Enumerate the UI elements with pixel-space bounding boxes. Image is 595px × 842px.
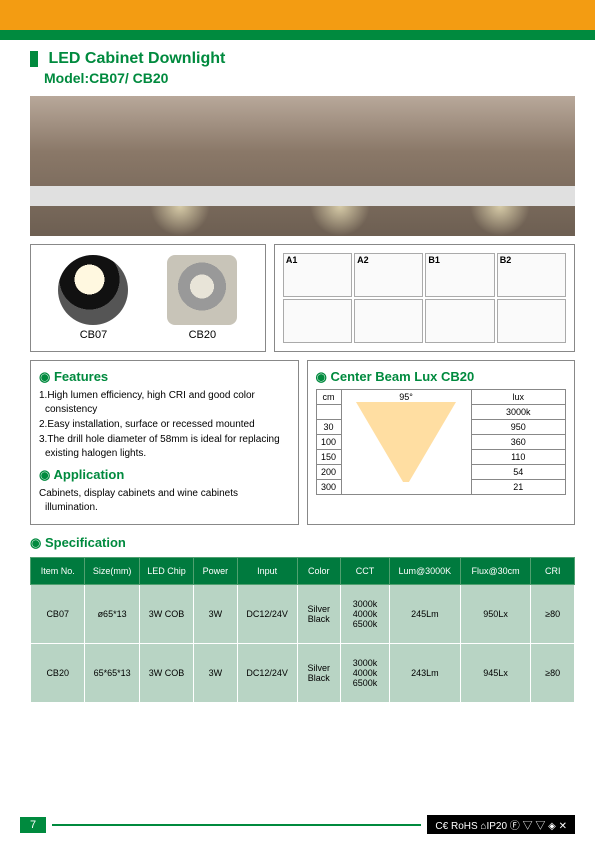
model-label: Model:CB07/ CB20 bbox=[44, 70, 575, 86]
product-cb07: CB07 bbox=[58, 255, 128, 341]
orange-top-bar bbox=[0, 0, 595, 30]
product-cb20: CB20 bbox=[167, 255, 237, 341]
table-row: CB07ø65*133W COB3WDC12/24VSilver Black30… bbox=[31, 585, 575, 644]
product-label: CB07 bbox=[58, 329, 128, 341]
green-bar bbox=[0, 30, 595, 40]
page-number: 7 bbox=[20, 817, 46, 833]
spec-title: Specification bbox=[30, 535, 575, 551]
title-marker bbox=[30, 51, 38, 67]
install-label: A1 bbox=[286, 255, 298, 265]
footer: 7 C€ RoHS ⌂IP20 Ⓕ ▽ ▽ ◈ ✕ bbox=[0, 815, 595, 834]
product-panel: CB07 CB20 bbox=[30, 244, 266, 352]
beam-angle: 95° bbox=[399, 392, 413, 402]
lux-title: Center Beam Lux CB20 bbox=[316, 369, 567, 385]
certifications: C€ RoHS ⌂IP20 Ⓕ ▽ ▽ ◈ ✕ bbox=[427, 815, 575, 834]
lux-panel: Center Beam Lux CB20 cm 95° lux 3000k 30… bbox=[307, 360, 576, 525]
product-label: CB20 bbox=[167, 329, 237, 341]
installation-panel: A1 A2 B1 B2 bbox=[274, 244, 575, 352]
application-title: Application bbox=[39, 467, 290, 483]
install-label: A2 bbox=[357, 255, 369, 265]
lux-cct: 3000k bbox=[471, 405, 566, 420]
hero-image bbox=[30, 96, 575, 236]
features-panel: Features 1.High lumen efficiency, high C… bbox=[30, 360, 299, 525]
feature-item: 1.High lumen efficiency, high CRI and go… bbox=[39, 389, 290, 417]
lux-header: lux bbox=[471, 390, 566, 405]
table-row: CB2065*65*133W COB3WDC12/24VSilver Black… bbox=[31, 644, 575, 703]
application-text: Cabinets, display cabinets and wine cabi… bbox=[39, 487, 290, 515]
lux-table: cm 95° lux 3000k 30950 100360 150110 200… bbox=[316, 389, 567, 495]
feature-item: 3.The drill hole diameter of 58mm is ide… bbox=[39, 433, 290, 461]
install-label: B1 bbox=[428, 255, 440, 265]
spec-table: Item No. Size(mm) LED Chip Power Input C… bbox=[30, 557, 575, 703]
features-title: Features bbox=[39, 369, 290, 385]
page-title: LED Cabinet Downlight bbox=[48, 50, 225, 67]
beam-cone-icon bbox=[356, 402, 456, 482]
title-block: LED Cabinet Downlight Model:CB07/ CB20 bbox=[30, 50, 575, 86]
product-image-cb20 bbox=[167, 255, 237, 325]
product-image-cb07 bbox=[58, 255, 128, 325]
feature-item: 2.Easy installation, surface or recessed… bbox=[39, 418, 290, 432]
install-label: B2 bbox=[500, 255, 512, 265]
spec-section: Specification Item No. Size(mm) LED Chip… bbox=[30, 535, 575, 703]
features-list: 1.High lumen efficiency, high CRI and go… bbox=[39, 389, 290, 461]
footer-line bbox=[52, 824, 421, 826]
lux-cm-header: cm bbox=[316, 390, 341, 405]
spec-header-row: Item No. Size(mm) LED Chip Power Input C… bbox=[31, 558, 575, 585]
